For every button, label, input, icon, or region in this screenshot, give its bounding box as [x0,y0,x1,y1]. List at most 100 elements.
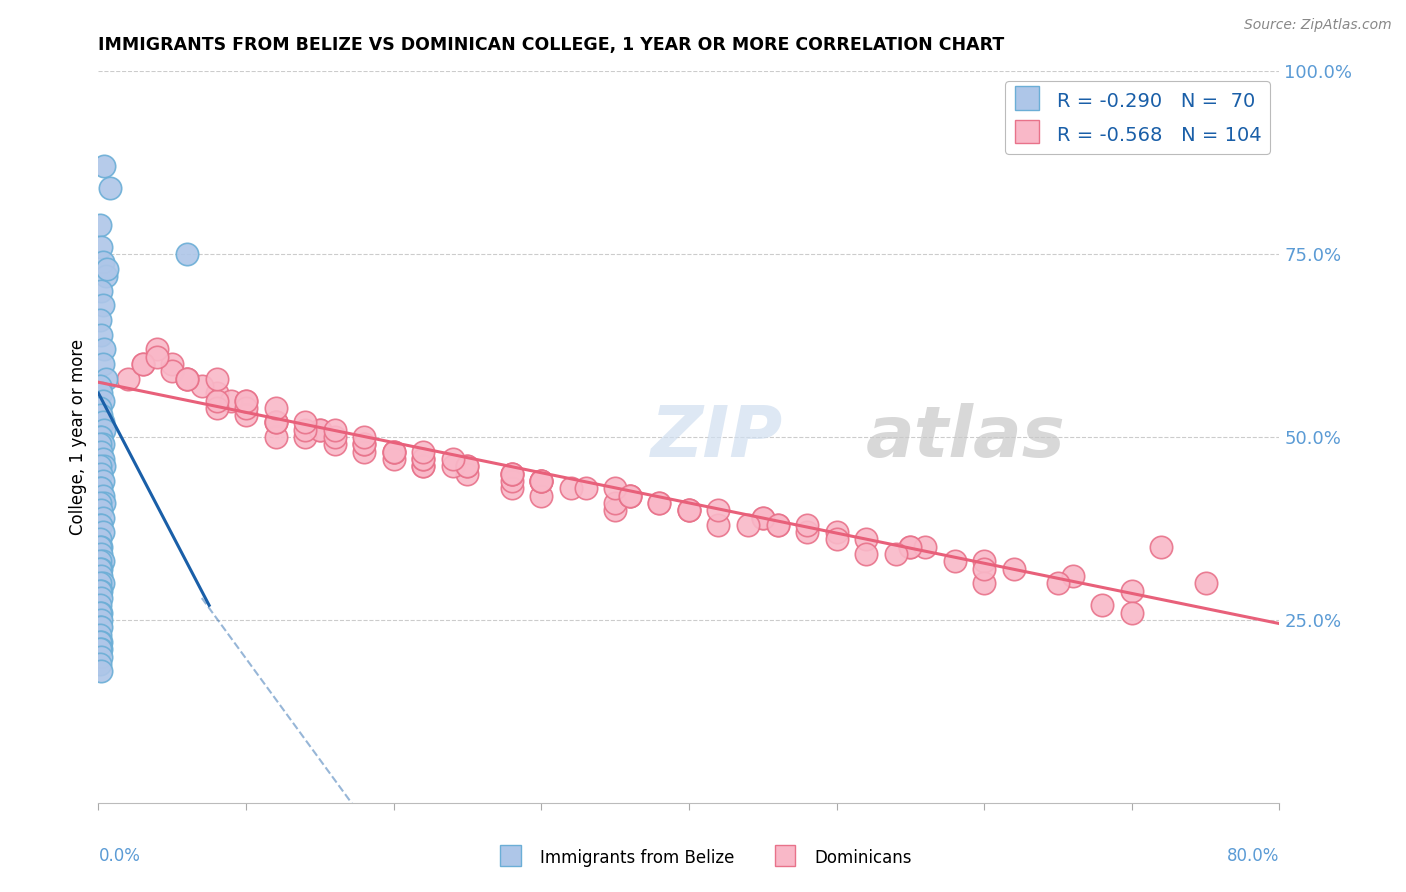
Point [98,181,121,195]
Point [91,510,114,524]
Point [678,503,700,517]
Point [412,452,434,467]
Point [943,554,966,568]
Point [132,357,155,371]
Point [89,583,111,598]
Legend: R = -0.290   N =  70, R = -0.568   N = 104: R = -0.290 N = 70, R = -0.568 N = 104 [1005,81,1270,153]
Point [441,459,464,474]
Text: atlas: atlas [866,402,1066,472]
Point [382,444,405,458]
Point [605,503,627,517]
Point [94,269,117,284]
Point [353,430,375,444]
Point [825,525,848,540]
Point [855,547,877,561]
Point [91,357,114,371]
Point [457,459,479,474]
Point [89,627,111,641]
Point [235,408,257,422]
Point [605,496,627,510]
Point [205,401,228,415]
Point [90,284,112,298]
Point [191,379,214,393]
Point [90,649,112,664]
Point [90,408,112,422]
Point [89,430,111,444]
Point [221,393,243,408]
Point [382,444,405,458]
Point [1121,583,1143,598]
Point [205,371,228,385]
Point [353,437,375,451]
Point [91,525,114,540]
Point [89,599,111,613]
Point [752,510,775,524]
Point [89,657,111,671]
Point [91,576,114,591]
Point [94,371,117,385]
Point [648,496,671,510]
Point [353,437,375,451]
Point [90,517,112,532]
Point [90,642,112,657]
Point [90,430,112,444]
Point [412,459,434,474]
Point [89,459,111,474]
Point [309,423,332,437]
Point [766,517,789,532]
Point [501,467,523,481]
Text: IMMIGRANTS FROM BELIZE VS DOMINICAN COLLEGE, 1 YEAR OR MORE CORRELATION CHART: IMMIGRANTS FROM BELIZE VS DOMINICAN COLL… [98,36,1005,54]
Point [264,401,287,415]
Point [323,437,346,451]
Point [264,416,287,430]
Point [91,437,114,451]
Point [323,430,346,444]
Point [914,540,936,554]
Point [89,401,111,415]
Point [235,401,257,415]
Point [973,554,995,568]
Point [89,218,111,232]
Point [884,547,907,561]
Point [796,525,818,540]
Point [91,254,114,268]
Point [560,481,582,495]
Point [1062,569,1084,583]
Point [235,393,257,408]
Point [205,386,228,401]
Text: Source: ZipAtlas.com: Source: ZipAtlas.com [1244,18,1392,32]
Point [90,664,112,678]
Point [501,481,523,495]
Point [89,620,111,634]
Point [90,613,112,627]
Point [353,444,375,458]
Point [530,474,553,488]
Point [678,503,700,517]
Point [501,467,523,481]
Point [530,474,553,488]
Point [176,371,198,385]
Point [90,562,112,576]
Point [89,576,111,591]
Point [91,489,114,503]
Point [707,517,730,532]
Point [323,423,346,437]
Point [294,430,316,444]
Point [1121,606,1143,620]
Point [89,635,111,649]
Point [530,474,553,488]
Point [90,635,112,649]
Point [501,474,523,488]
Point [90,583,112,598]
Point [90,444,112,458]
Point [752,510,775,524]
Point [176,247,198,261]
Text: ZIP: ZIP [651,402,783,472]
Point [90,467,112,481]
Point [89,642,111,657]
Point [575,481,598,495]
Point [90,591,112,605]
Point [90,569,112,583]
Point [457,459,479,474]
Point [648,496,671,510]
